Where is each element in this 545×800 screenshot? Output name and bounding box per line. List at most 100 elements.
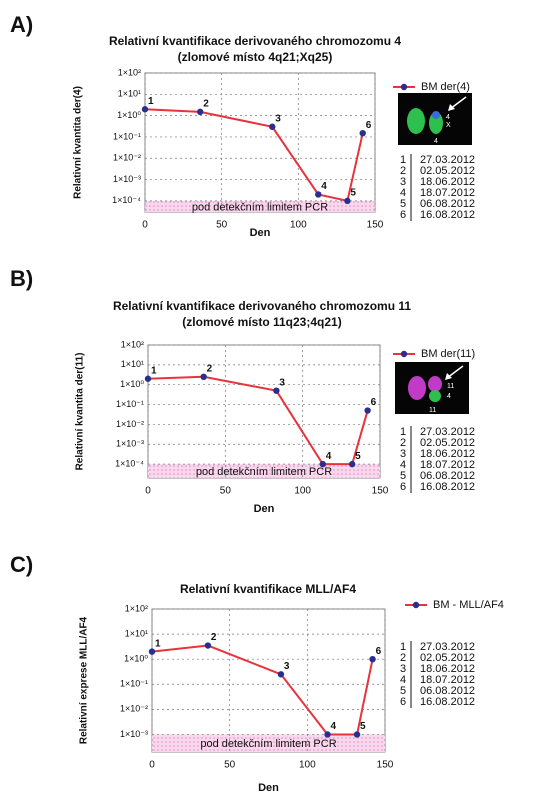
detection-band: [145, 200, 375, 212]
legend-marker: [412, 601, 420, 609]
y-tick-label: 1×10⁻³: [113, 174, 141, 184]
y-tick-label: 1×10⁻²: [116, 419, 144, 429]
data-point: [269, 123, 276, 130]
point-label: 2: [203, 99, 209, 110]
point-label: 4: [321, 181, 327, 192]
date-index: 3: [400, 448, 406, 460]
y-tick-label: 1×10⁻¹: [113, 131, 141, 141]
date-index: 3: [400, 176, 406, 188]
x-axis-label: Den: [254, 503, 275, 515]
data-point: [353, 731, 361, 738]
date-label: 06.08.2012: [420, 685, 475, 697]
point-label: 6: [376, 646, 382, 657]
y-axis-label: Relativní kvantita der(4): [73, 86, 84, 199]
point-label: 5: [355, 451, 361, 462]
image-label: 11: [447, 383, 454, 390]
x-tick-label: 50: [216, 220, 228, 231]
chromosome: [432, 111, 440, 119]
image-label: X: [446, 122, 451, 129]
point-label: 4: [326, 451, 332, 462]
data-point: [319, 460, 326, 468]
date-label: 18.06.2012: [420, 448, 475, 460]
data-point: [197, 108, 204, 116]
point-label: 3: [275, 113, 281, 124]
date-label: 27.03.2012: [420, 426, 475, 438]
legend-marker: [400, 350, 408, 358]
x-tick-label: 150: [377, 760, 394, 771]
chromosome: [428, 376, 442, 392]
date-index: 4: [400, 674, 406, 686]
data-point: [369, 655, 376, 663]
date-index: 6: [400, 481, 406, 493]
data-point: [141, 106, 149, 113]
y-tick-label: 1×10²: [118, 67, 141, 77]
plot-area: [144, 72, 376, 213]
band-label: pod detekčním limitem PCR: [192, 201, 328, 213]
date-index: 5: [400, 198, 406, 210]
x-tick-label: 0: [149, 760, 155, 771]
date-index: 3: [400, 663, 406, 675]
date-label: 16.08.2012: [420, 696, 475, 708]
data-point: [277, 671, 285, 678]
x-axis-label: Den: [258, 782, 279, 794]
point-label: 6: [366, 120, 372, 131]
x-tick-label: 50: [224, 760, 236, 771]
x-tick-label: 150: [367, 220, 384, 231]
data-line: [151, 644, 374, 736]
y-tick-label: 1×10⁻³: [120, 729, 148, 739]
arrow-head: [445, 373, 452, 380]
y-tick-label: 1×10⁻⁴: [115, 458, 144, 468]
y-tick-label: 1×10¹: [125, 628, 148, 638]
legend-label: BM - MLL/AF4: [433, 599, 504, 611]
data-point: [348, 460, 356, 468]
point-label: 1: [148, 96, 154, 107]
data-point: [200, 373, 207, 381]
date-label: 06.08.2012: [420, 198, 475, 210]
image-label: 4: [447, 393, 451, 400]
date-index: 2: [400, 437, 406, 449]
data-point: [344, 197, 351, 205]
date-label: 18.06.2012: [420, 176, 475, 188]
panel-label: C): [10, 552, 33, 577]
date-index: 4: [400, 187, 406, 199]
chart-title: Relativní kvantifikace derivovaného chro…: [109, 34, 401, 48]
point-label: 5: [350, 187, 356, 198]
chromosome: [408, 376, 426, 400]
date-index: 5: [400, 470, 406, 482]
date-label: 27.03.2012: [420, 641, 475, 653]
y-tick-label: 1×10⁻¹: [120, 679, 148, 689]
point-label: 3: [284, 661, 290, 672]
y-axis-label: Relativní kvantita der(11): [75, 353, 86, 471]
date-index: 6: [400, 209, 406, 221]
point-label: 6: [371, 397, 377, 408]
date-index: 1: [400, 641, 406, 653]
date-index: 2: [400, 165, 406, 177]
chromosome: [429, 390, 441, 402]
x-tick-label: 100: [294, 486, 311, 497]
arrow-head: [448, 104, 455, 111]
data-point: [315, 191, 322, 198]
data-line: [144, 108, 364, 203]
point-label: 4: [331, 721, 337, 732]
date-label: 02.05.2012: [420, 437, 475, 449]
point-label: 1: [151, 365, 157, 376]
image-label: 11: [429, 407, 436, 414]
y-tick-label: 1×10¹: [118, 89, 141, 99]
data-point: [204, 642, 212, 649]
panel-label: B): [10, 266, 33, 291]
date-index: 2: [400, 652, 406, 664]
x-tick-label: 100: [290, 220, 307, 231]
data-point: [364, 407, 371, 414]
date-index: 1: [400, 154, 406, 166]
point-label: 5: [360, 721, 366, 732]
legend-marker: [400, 83, 408, 91]
panel-label: A): [10, 12, 33, 37]
y-tick-label: 1×10¹: [121, 359, 144, 369]
y-tick-label: 1×10²: [121, 339, 144, 349]
date-index: 4: [400, 459, 406, 471]
chromosome: [407, 108, 425, 134]
chromosome: [429, 112, 443, 134]
date-label: 18.06.2012: [420, 663, 475, 675]
plot-area: [151, 608, 386, 753]
